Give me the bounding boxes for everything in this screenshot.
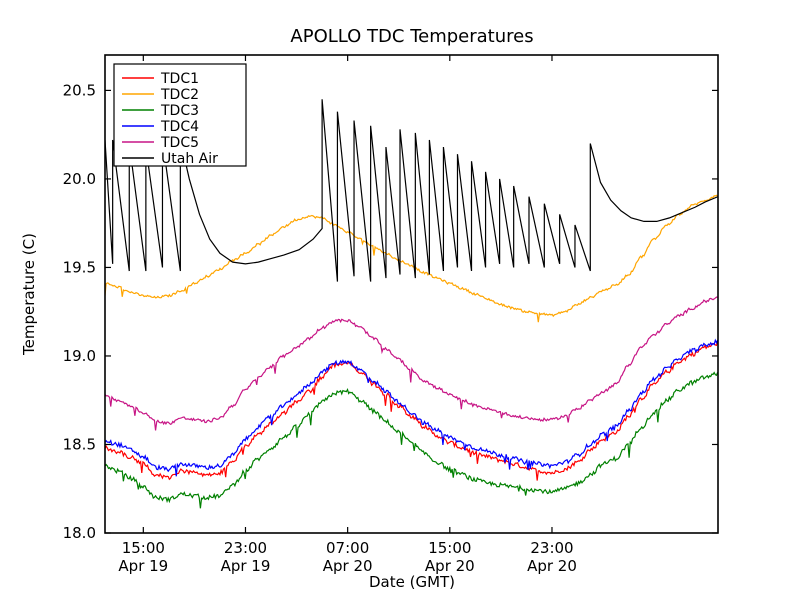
series-layer bbox=[105, 99, 718, 509]
x-tick-label-time: 23:00 bbox=[530, 539, 573, 557]
legend-label-tdc3[interactable]: TDC3 bbox=[160, 103, 199, 119]
series-tdc2 bbox=[105, 194, 718, 323]
y-tick-label: 19.0 bbox=[63, 347, 96, 365]
y-tick-label: 20.5 bbox=[63, 81, 96, 99]
y-tick-label: 19.5 bbox=[63, 258, 96, 276]
legend-label-tdc4[interactable]: TDC4 bbox=[160, 119, 199, 135]
y-tick-label: 18.5 bbox=[63, 435, 96, 453]
x-tick-label-date: Apr 19 bbox=[118, 557, 168, 575]
series-tdc3 bbox=[105, 371, 718, 509]
series-tdc5 bbox=[105, 296, 718, 431]
series-utah-air bbox=[105, 99, 718, 282]
series-line-tdc2 bbox=[105, 194, 718, 323]
x-tick-label-time: 15:00 bbox=[122, 539, 165, 557]
y-tick-label: 18.0 bbox=[63, 524, 96, 542]
legend-label-tdc1[interactable]: TDC1 bbox=[160, 71, 199, 87]
x-axis-title: Date (GMT) bbox=[369, 573, 455, 591]
series-line-tdc4 bbox=[105, 338, 718, 477]
y-axis-title: Temperature (C) bbox=[20, 233, 38, 356]
y-axis-ticks: 18.0 18.5 19.0 19.5 20.0 20.5 bbox=[63, 81, 718, 542]
chart-title: APOLLO TDC Temperatures bbox=[290, 26, 533, 47]
series-line-tdc3 bbox=[105, 371, 718, 509]
plot-frame bbox=[104, 54, 719, 534]
series-tdc1 bbox=[105, 341, 718, 481]
x-tick-label-date: Apr 19 bbox=[221, 557, 271, 575]
series-line-tdc1 bbox=[105, 341, 718, 481]
series-tdc4 bbox=[105, 338, 718, 477]
legend-frame bbox=[113, 63, 247, 167]
x-tick-label-date: Apr 20 bbox=[425, 557, 475, 575]
x-tick-label-date: Apr 20 bbox=[527, 557, 577, 575]
y-tick-label: 20.0 bbox=[63, 170, 96, 188]
legend-label-tdc5[interactable]: TDC5 bbox=[160, 135, 199, 151]
x-tick-label-date: Apr 20 bbox=[323, 557, 373, 575]
x-tick-label-time: 07:00 bbox=[326, 539, 369, 557]
series-line-tdc5 bbox=[105, 296, 718, 431]
legend-label-tdc2[interactable]: TDC2 bbox=[160, 87, 199, 103]
legend-label-utah-air[interactable]: Utah Air bbox=[161, 151, 218, 167]
x-tick-label-time: 23:00 bbox=[224, 539, 267, 557]
series-line-utah-air bbox=[105, 99, 718, 282]
x-tick-label-time: 15:00 bbox=[428, 539, 471, 557]
